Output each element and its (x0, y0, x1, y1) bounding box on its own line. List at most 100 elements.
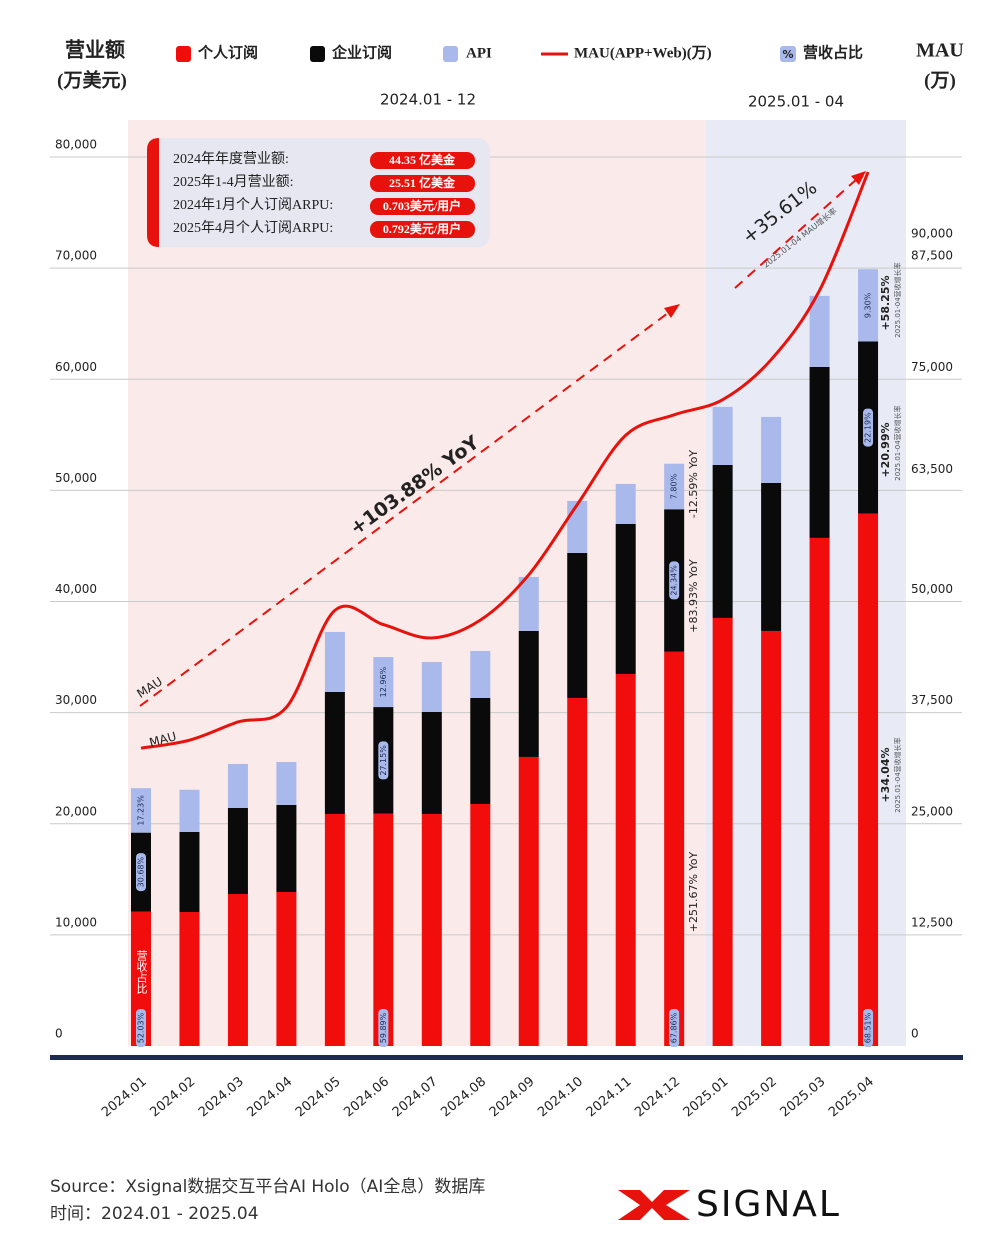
bar-segment (276, 804, 297, 892)
bar-segment (421, 813, 442, 1046)
plot: 2024.012024.022024.032024.042024.052024.… (99, 171, 879, 1120)
share-label-bg (669, 561, 680, 600)
x-tick-label: 2024.08 (438, 1074, 489, 1120)
y2-tick-label: 12,500 (911, 915, 953, 929)
annotation-note: 2025.01-04营收增长率 (893, 262, 902, 337)
annotation: +34.04% (879, 747, 892, 802)
annotation-note: 2025.01-04营收增长率 (893, 737, 902, 812)
share-label-bg (863, 408, 874, 447)
share-label-bg (669, 467, 680, 506)
bar-segment (567, 500, 588, 553)
y2-tick-label: 87,500 (911, 249, 953, 263)
info: 2024年年度营业额: 44.35 亿美金 2025年1-4月营业额: 25.51 亿… (173, 151, 475, 238)
legend-label: MAU(APP+Web)(万) (574, 44, 712, 61)
share-label-bg (136, 853, 146, 892)
x-tick-label: 2024.09 (487, 1074, 538, 1120)
info-pill (370, 175, 475, 192)
info-pill (370, 221, 475, 238)
bar-segment (858, 513, 879, 1046)
y-tick-label: 50,000 (55, 471, 97, 485)
bar-segment (664, 651, 685, 1046)
trend-arrow (139, 309, 673, 707)
y-tick-label: 0 (55, 1027, 63, 1041)
bar-segment (324, 631, 345, 692)
share-label-bg (378, 663, 389, 702)
info-pill (370, 198, 475, 215)
share-label: 52.03% (137, 1012, 146, 1043)
period-label: 2024.01 - 12 (380, 91, 476, 109)
time-range: 时间：2024.01 - 2025.04 (50, 1204, 259, 1224)
bar-segment (615, 673, 636, 1046)
x-tick-label: 2024.05 (293, 1074, 344, 1120)
share-label: 22.19% (864, 412, 873, 443)
bar-segment (712, 617, 733, 1046)
bar-segment (567, 552, 588, 698)
x-tick-label: 2024.02 (147, 1074, 198, 1120)
bar-segment (712, 464, 733, 618)
legend-label: API (466, 45, 492, 61)
bar-segment (179, 789, 200, 832)
logo-mark (618, 1190, 690, 1220)
bar-segment (809, 537, 830, 1046)
bar-segment (179, 831, 200, 912)
info-label: 2024年年度营业额: (173, 151, 289, 167)
y2-tick-label: 90,000 (911, 226, 953, 240)
bar-segment (421, 711, 442, 814)
arrow-head (664, 304, 680, 318)
bar-segment (470, 803, 491, 1046)
y-title: (万美元) (57, 68, 127, 91)
x-tick-label: 2025.01 (681, 1074, 732, 1120)
period-label: 2025.01 - 04 (748, 93, 844, 111)
bar-segment (712, 406, 733, 465)
logo: SIGNAL (696, 1184, 841, 1225)
bar-segment (324, 813, 345, 1046)
period-bg-2024 (128, 120, 706, 1046)
x-tick-label: 2025.04 (826, 1074, 877, 1120)
y2-title: MAU (916, 40, 964, 62)
y-tick-label: 80,000 (55, 138, 97, 152)
bar-segment (518, 630, 539, 757)
bar-segment (518, 576, 539, 631)
info-value: 0.703美元/用户 (383, 198, 461, 213)
y-tick-label: 20,000 (55, 804, 97, 818)
share-label: 30.68% (137, 856, 146, 887)
bar-segment (421, 661, 442, 712)
y-tick-label: 70,000 (55, 249, 97, 263)
bar-segment (761, 416, 782, 483)
arrow-head (851, 171, 866, 185)
legend-label: 营收占比 (803, 43, 863, 61)
y2-title: (万) (924, 70, 956, 91)
x-tick-label: 2024.11 (584, 1074, 635, 1120)
bar-segment (227, 807, 248, 894)
x-axis (50, 1055, 963, 1060)
y2-tick-label: 37,500 (911, 693, 953, 707)
annotation: +20.99% (879, 422, 892, 477)
bar-segment (227, 763, 248, 808)
info-label: 2025年1-4月营业额: (173, 174, 294, 190)
annotation-note: 2025.01-04营收增长率 (893, 405, 902, 480)
source: Source：Xsignal数据交互平台AI Holo（AI全息）数据库 (50, 1177, 485, 1197)
x-tick-label: 2024.03 (196, 1074, 247, 1120)
info-value: 25.51 亿美金 (389, 175, 456, 190)
x-tick-label: 2024.01 (99, 1074, 150, 1120)
mau-line (140, 171, 870, 750)
x-tick-label: 2024.07 (390, 1074, 441, 1120)
bar-segment (615, 483, 636, 524)
share-label: 9.30% (864, 292, 873, 318)
bar-segment (179, 911, 200, 1046)
x-tick-label: 2025.03 (778, 1074, 829, 1120)
annotation: +83.93% YoY (687, 559, 700, 633)
bar-segment (373, 813, 394, 1046)
x-tick-label: 2024.12 (632, 1074, 683, 1120)
y-title: 营业额 (65, 38, 125, 62)
share-label: 27.15% (379, 745, 388, 776)
annotation: +58.25% (879, 275, 892, 330)
legend-icon: % (782, 48, 793, 61)
y2-tick-label: 75,000 (911, 360, 953, 374)
bar-segment (809, 295, 830, 367)
bar-segment (761, 630, 782, 1046)
bar-segment (761, 482, 782, 631)
y-tick-label: 30,000 (55, 693, 97, 707)
y-tick-label: 10,000 (55, 915, 97, 929)
